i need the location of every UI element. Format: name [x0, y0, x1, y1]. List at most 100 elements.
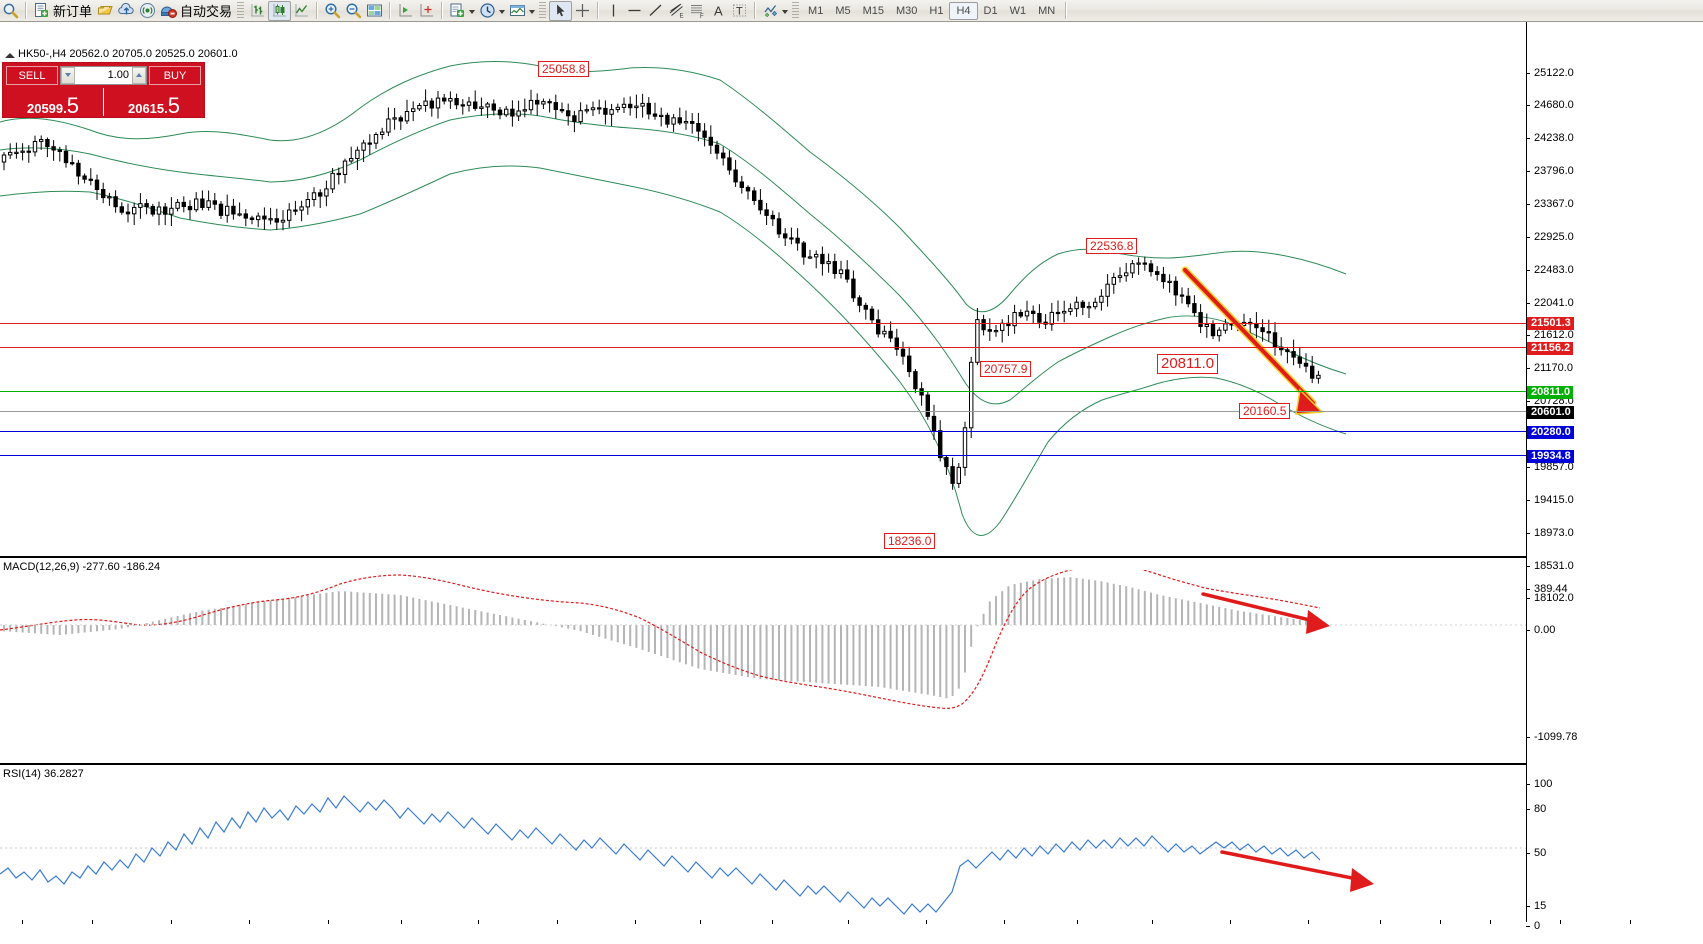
time-axis-tick	[92, 920, 93, 924]
lot-size-value[interactable]: 1.00	[107, 69, 129, 81]
sell-price-separator: .	[63, 101, 67, 116]
timeframe-m30[interactable]: M30	[896, 4, 918, 17]
price-axis-tick	[1526, 368, 1530, 369]
zoom-out-icon[interactable]	[343, 1, 364, 21]
price-tag[interactable]: 20601.0	[1527, 406, 1574, 419]
period-dropdown-arrow[interactable]	[499, 10, 506, 14]
level-line-21156[interactable]	[0, 347, 1526, 348]
timeframe-mn[interactable]: MN	[1038, 4, 1056, 17]
macd-axis-label: 389.44	[1534, 583, 1568, 595]
price-axis-tick	[1526, 566, 1530, 567]
buy-button[interactable]: BUY	[149, 65, 201, 85]
level-line-20280[interactable]	[0, 431, 1526, 432]
level-line-20601[interactable]	[0, 411, 1526, 412]
lot-decrease-button[interactable]	[61, 66, 75, 84]
objects-icon[interactable]	[760, 1, 781, 21]
chart-area[interactable]: HK50-,H4 20562.0 20705.0 20525.0 20601.0	[0, 22, 1703, 944]
price-tag[interactable]: 21501.3	[1527, 317, 1574, 330]
new-order-icon[interactable]	[31, 1, 52, 21]
rsi-axis-label: 100	[1534, 778, 1553, 790]
price-tag[interactable]: 20280.0	[1527, 426, 1574, 439]
text-label-icon[interactable]: T	[729, 1, 750, 21]
sell-button[interactable]: SELL	[6, 65, 58, 85]
add-indicator-icon[interactable]	[447, 1, 468, 21]
price-annotation[interactable]: 20757.9	[980, 361, 1032, 377]
templates-icon[interactable]	[507, 1, 528, 21]
crosshair-icon[interactable]	[572, 1, 593, 21]
folder-icon[interactable]	[95, 1, 116, 21]
buy-price[interactable]: 20615 . 5	[104, 87, 204, 117]
toolbar-grip-2[interactable]	[539, 2, 547, 19]
price-annotation[interactable]: 20160.5	[1239, 403, 1291, 419]
timeframe-d1[interactable]: D1	[983, 4, 998, 17]
price-axis-tick	[1526, 204, 1530, 205]
price-tag[interactable]: 20811.0	[1527, 386, 1574, 399]
magnifier-icon[interactable]	[0, 1, 21, 21]
rsi-axis-label: 80	[1534, 803, 1547, 815]
lot-increase-button[interactable]	[132, 66, 146, 84]
time-axis-tick	[249, 920, 250, 924]
crosshair-shift-icon[interactable]	[416, 1, 437, 21]
toolbar-grip-3[interactable]	[792, 2, 800, 19]
new-order-label[interactable]: 新订单	[53, 3, 93, 19]
time-axis-tick	[328, 920, 329, 924]
price-axis-label: 24238.0	[1534, 132, 1574, 144]
timeframe-m5[interactable]: M5	[835, 4, 851, 17]
price-axis-label: 22041.0	[1534, 297, 1574, 309]
lot-size-stepper[interactable]: 1.00	[60, 65, 147, 85]
time-axis-tick	[171, 920, 172, 924]
macd-axis-tick	[1526, 630, 1530, 631]
sell-price[interactable]: 20599 . 5	[3, 87, 103, 117]
equidistant-channel-icon[interactable]: E	[666, 1, 687, 21]
level-line-20811[interactable]	[0, 391, 1526, 392]
price-axis-line	[1526, 22, 1527, 922]
cursor-icon[interactable]	[549, 0, 573, 21]
timeframe-h4[interactable]: H4	[949, 1, 978, 20]
objects-dropdown-arrow[interactable]	[782, 10, 789, 14]
publish-icon[interactable]	[116, 1, 137, 21]
fibonacci-icon[interactable]: F	[687, 1, 708, 21]
zoom-in-icon[interactable]	[322, 1, 343, 21]
price-tag[interactable]: 19934.8	[1527, 450, 1574, 463]
text-icon[interactable]: A	[708, 1, 729, 21]
timeframe-m1[interactable]: M1	[808, 4, 824, 17]
bar-chart-icon[interactable]	[247, 1, 268, 21]
one-click-trading-panel[interactable]: SELL 1.00 BUY 20599 . 5 20615 .	[2, 62, 205, 118]
candlestick-icon[interactable]	[268, 0, 292, 21]
vline-icon[interactable]	[603, 1, 624, 21]
auto-trading-icon[interactable]	[158, 1, 179, 21]
data-window-icon[interactable]	[364, 1, 385, 21]
timeframe-h1[interactable]: H1	[929, 4, 944, 17]
add-indicator-dropdown-arrow[interactable]	[469, 10, 476, 14]
templates-dropdown-arrow[interactable]	[529, 10, 536, 14]
price-axis-label: 18102.0	[1534, 592, 1574, 604]
shift-end-icon[interactable]	[395, 1, 416, 21]
price-axis-tick	[1526, 303, 1530, 304]
period-icon[interactable]	[477, 1, 498, 21]
buy-price-separator: .	[164, 101, 168, 116]
price-axis-tick	[1526, 270, 1530, 271]
macd-axis-label: 0.00	[1534, 624, 1556, 636]
line-chart-icon[interactable]	[291, 1, 312, 21]
level-line-21501[interactable]	[0, 323, 1526, 324]
timeframe-w1[interactable]: W1	[1009, 4, 1027, 17]
price-axis-label: 18531.0	[1534, 560, 1574, 572]
price-annotation[interactable]: 22536.8	[1086, 238, 1138, 254]
toolbar-grip[interactable]	[237, 2, 245, 19]
timeframe-m15[interactable]: M15	[862, 4, 884, 17]
time-axis-tick	[557, 920, 558, 924]
time-axis-tick	[401, 920, 402, 924]
chart-collapse-triangle-icon[interactable]	[5, 53, 15, 58]
price-annotation[interactable]: 25058.8	[538, 61, 590, 77]
symbol-ohlc-line: HK50-,H4 20562.0 20705.0 20525.0 20601.0	[18, 48, 238, 60]
time-axis-tick	[635, 920, 636, 924]
price-annotation[interactable]: 18236.0	[884, 533, 936, 549]
price-axis-label: 18973.0	[1534, 527, 1574, 539]
level-line-19934[interactable]	[0, 455, 1526, 456]
price-tag[interactable]: 21156.2	[1527, 342, 1574, 355]
hline-icon[interactable]	[624, 1, 645, 21]
signals-icon[interactable]	[137, 1, 158, 21]
price-annotation[interactable]: 20811.0	[1157, 354, 1219, 374]
trendline-icon[interactable]	[645, 1, 666, 21]
auto-trading-label[interactable]: 自动交易	[180, 3, 233, 19]
